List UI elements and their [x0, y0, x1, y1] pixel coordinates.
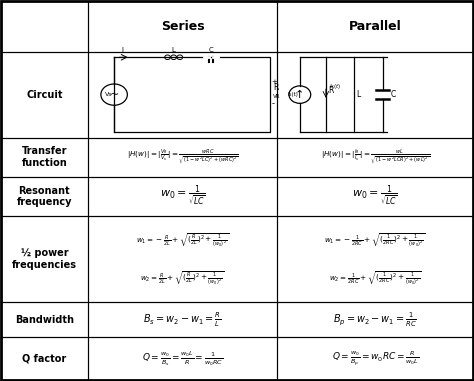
- Bar: [277, 1, 474, 51]
- Text: $Q = \frac{w_0}{B_s} = \frac{w_0 L}{R} = \frac{1}{w_0 RC}$: $Q = \frac{w_0}{B_s} = \frac{w_0 L}{R} =…: [142, 349, 223, 368]
- Text: Circuit: Circuit: [26, 90, 63, 99]
- Text: ½ power
frequencies: ½ power frequencies: [12, 248, 77, 270]
- Text: $Q = \frac{w_0}{B_p} = w_0 RC = \frac{R}{w_0 L}$: $Q = \frac{w_0}{B_p} = w_0 RC = \frac{R}…: [332, 349, 419, 368]
- Bar: [0, 1, 88, 51]
- Text: Parallel: Parallel: [349, 20, 401, 33]
- Text: $|H(w)| = |\frac{I_R}{I_s}| = \frac{wL}{\sqrt{(1-w^2LCR)^2+(wL)^2}}$: $|H(w)| = |\frac{I_R}{I_s}| = \frac{wL}{…: [321, 148, 430, 166]
- Bar: [88, 302, 277, 337]
- Text: $|H(w)| = |\frac{V_R}{V_s}| = \frac{wRC}{\sqrt{(1-w^2LC)^2+(wRC)^2}}$: $|H(w)| = |\frac{V_R}{V_s}| = \frac{wRC}…: [127, 148, 238, 166]
- Bar: [88, 337, 277, 380]
- Bar: [0, 51, 88, 138]
- Bar: [0, 302, 88, 337]
- Bar: [88, 51, 277, 138]
- Text: R: R: [273, 83, 278, 92]
- Bar: [0, 337, 88, 380]
- Bar: [88, 216, 277, 302]
- Text: $w_0 = \frac{1}{\sqrt{LC}}$: $w_0 = \frac{1}{\sqrt{LC}}$: [352, 184, 398, 209]
- Text: ~: ~: [109, 90, 119, 99]
- Text: ↑: ↑: [295, 90, 304, 99]
- Text: -: -: [272, 99, 274, 109]
- Bar: [88, 138, 277, 177]
- Bar: [277, 138, 474, 177]
- Text: L: L: [356, 90, 361, 99]
- Text: Vs: Vs: [105, 92, 112, 97]
- Bar: [88, 177, 277, 216]
- Text: C: C: [391, 90, 396, 99]
- Text: Series: Series: [161, 20, 204, 33]
- Bar: [88, 1, 277, 51]
- Text: Resonant
frequency: Resonant frequency: [17, 186, 72, 207]
- Text: $w_1 = -\frac{1}{2RC} + \sqrt{(\frac{1}{2RC})^2 + \frac{1}{(w_0)^2}}$: $w_1 = -\frac{1}{2RC} + \sqrt{(\frac{1}{…: [324, 232, 426, 248]
- Bar: [277, 337, 474, 380]
- Text: L: L: [171, 47, 175, 53]
- Text: +: +: [272, 80, 277, 85]
- Text: VR: VR: [273, 94, 281, 99]
- Text: Transfer
function: Transfer function: [21, 146, 67, 168]
- Bar: [0, 216, 88, 302]
- Text: $w_1 = -\frac{R}{2L} + \sqrt{(\frac{R}{2L})^2 + \frac{1}{(w_0)^2}}$: $w_1 = -\frac{R}{2L} + \sqrt{(\frac{R}{2…: [136, 232, 229, 248]
- Text: I: I: [122, 47, 124, 53]
- Bar: [277, 216, 474, 302]
- Text: $B_p = w_2 - w_1 = \frac{1}{RC}$: $B_p = w_2 - w_1 = \frac{1}{RC}$: [333, 311, 417, 329]
- Bar: [277, 302, 474, 337]
- Bar: [0, 138, 88, 177]
- Bar: [277, 51, 474, 138]
- Text: $B_s = w_2 - w_1 = \frac{R}{L}$: $B_s = w_2 - w_1 = \frac{R}{L}$: [144, 311, 222, 329]
- Text: R: R: [328, 86, 334, 95]
- Text: C: C: [209, 47, 213, 53]
- Text: Q factor: Q factor: [22, 354, 66, 364]
- Text: $w_2 = \frac{1}{2RC} + \sqrt{(\frac{1}{2RC})^2 + \frac{1}{(w_0)^2}}$: $w_2 = \frac{1}{2RC} + \sqrt{(\frac{1}{2…: [329, 269, 422, 287]
- Text: Bandwidth: Bandwidth: [15, 315, 74, 325]
- Text: $I_R(t)$: $I_R(t)$: [329, 82, 342, 91]
- Text: $w_2 = \frac{R}{2L} + \sqrt{(\frac{R}{2L})^2 + \frac{1}{(w_0)^2}}$: $w_2 = \frac{R}{2L} + \sqrt{(\frac{R}{2L…: [140, 269, 225, 287]
- Bar: [277, 177, 474, 216]
- Text: $w_0 = \frac{1}{\sqrt{LC}}$: $w_0 = \frac{1}{\sqrt{LC}}$: [160, 184, 206, 209]
- Text: Is(t): Is(t): [288, 92, 299, 97]
- Bar: [0, 177, 88, 216]
